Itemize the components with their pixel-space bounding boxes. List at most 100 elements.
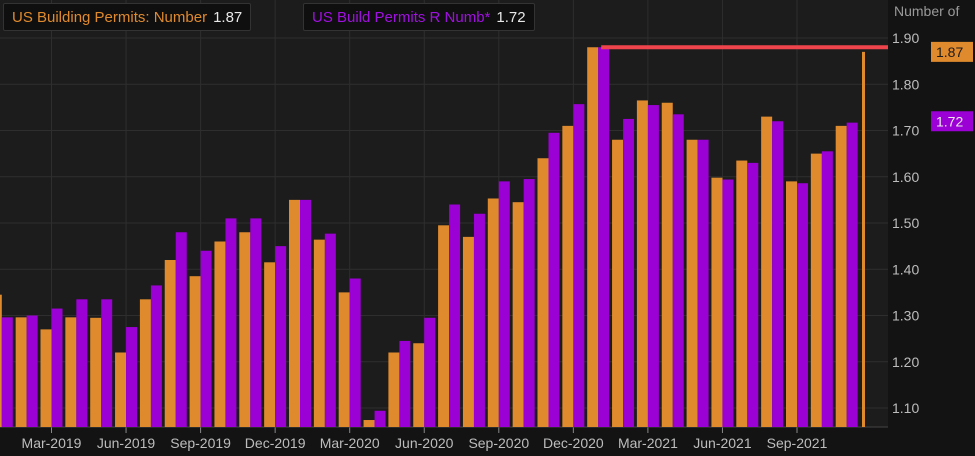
bar-building-permits [388, 352, 400, 427]
bar-building-permits [338, 292, 350, 427]
bar-building-permits [512, 202, 524, 427]
x-tick-label: Jun-2020 [395, 435, 454, 451]
bar-building-permits [313, 239, 325, 427]
bar-build-permits-r [821, 151, 833, 427]
bar-building-permits [0, 294, 2, 427]
y-tick-label: 1.80 [892, 76, 919, 92]
x-tick-label: Dec-2019 [245, 435, 306, 451]
y-tick-label: 1.60 [892, 169, 919, 185]
bar-build-permits-r [498, 181, 510, 427]
bar-build-permits-r [51, 308, 63, 427]
bar-building-permits [711, 177, 723, 427]
bar-build-permits-r [374, 410, 386, 427]
y-axis-panel [888, 0, 975, 456]
bar-build-permits-r [26, 315, 38, 427]
x-axis-panel [0, 427, 888, 456]
legend-item-building-permits[interactable]: US Building Permits: Number 1.87 [3, 3, 252, 31]
bar-build-permits-r [573, 104, 585, 427]
bar-building-permits [264, 262, 276, 427]
last-value-tag [931, 111, 973, 132]
bar-building-permits [587, 47, 599, 427]
x-tick-label: Mar-2021 [618, 435, 678, 451]
bar-build-permits-r [200, 250, 212, 427]
x-tick-label: Mar-2020 [320, 435, 380, 451]
bar-build-permits-r [324, 233, 336, 427]
bar-building-permits [239, 232, 251, 427]
bar-building-permits [537, 158, 549, 427]
last-value-tag-text: 1.72 [936, 113, 963, 129]
legend-value: 1.87 [213, 8, 243, 26]
bar-build-permits-r [523, 179, 535, 427]
bar-build-permits-r [126, 327, 138, 427]
y-tick-label: 1.70 [892, 123, 919, 139]
x-tick-label: Sep-2019 [170, 435, 231, 451]
bar-build-permits-r [747, 162, 759, 427]
bar-build-permits-r [797, 183, 808, 427]
bar-building-permits [661, 102, 673, 427]
bar-building-permits [413, 343, 425, 427]
x-tick-label: Dec-2020 [543, 435, 604, 451]
bar-build-permits-r [349, 278, 361, 427]
bar-building-permits [115, 352, 127, 427]
bar-build-permits-r [473, 213, 485, 427]
bar-build-permits-r [1, 317, 13, 427]
bar-build-permits-r [250, 218, 262, 427]
bar-build-permits-r [175, 232, 187, 427]
bar-building-permits [139, 299, 151, 427]
bar-build-permits-r [300, 199, 311, 427]
bar-building-permits [862, 51, 865, 427]
bar-building-permits [90, 317, 102, 427]
bar-building-permits [40, 329, 52, 427]
bar-build-permits-r [772, 121, 784, 427]
bar-building-permits [761, 116, 773, 427]
bar-building-permits [15, 317, 27, 427]
x-tick-label: Sep-2020 [468, 435, 529, 451]
bar-building-permits [189, 276, 201, 427]
bar-building-permits [65, 317, 77, 427]
bar-build-permits-r [598, 47, 610, 427]
legend-label: US Build Permits R Numb* [312, 8, 491, 26]
last-value-tag [931, 41, 973, 62]
bar-building-permits [636, 100, 648, 427]
bar-building-permits [289, 199, 300, 427]
bar-build-permits-r [548, 132, 560, 427]
bar-build-permits-r [225, 218, 237, 427]
bar-building-permits [438, 225, 450, 427]
bar-build-permits-r [672, 114, 684, 427]
y-tick-label: 1.40 [892, 261, 919, 277]
bar-building-permits [810, 153, 822, 427]
y-tick-label: 1.20 [892, 354, 919, 370]
x-tick-label: Mar-2019 [22, 435, 82, 451]
bar-building-permits [786, 181, 797, 427]
bar-building-permits [487, 198, 499, 427]
bar-building-permits [462, 236, 474, 427]
bar-build-permits-r [623, 118, 635, 427]
bar-building-permits [562, 125, 574, 427]
y-tick-label: 1.10 [892, 400, 919, 416]
legend-item-build-permits-r[interactable]: US Build Permits R Numb* 1.72 [303, 3, 535, 31]
bar-build-permits-r [101, 299, 113, 427]
bar-build-permits-r [846, 122, 858, 427]
bar-build-permits-r [76, 299, 88, 427]
legend-value: 1.72 [496, 8, 526, 26]
bar-building-permits [363, 420, 375, 427]
bar-building-permits [835, 125, 847, 427]
bar-build-permits-r [399, 340, 411, 427]
y-tick-label: 1.50 [892, 215, 919, 231]
bar-build-permits-r [449, 204, 461, 427]
y-tick-label: 1.90 [892, 30, 919, 46]
x-tick-label: Sep-2021 [767, 435, 828, 451]
legend-label: US Building Permits: Number [12, 8, 208, 26]
bar-building-permits [214, 241, 226, 427]
x-tick-label: Jun-2021 [693, 435, 752, 451]
y-axis-label: Number of [894, 3, 960, 19]
bar-build-permits-r [275, 246, 287, 427]
bar-building-permits [612, 139, 624, 427]
bar-build-permits-r [722, 179, 734, 427]
x-tick-label: Jun-2019 [97, 435, 156, 451]
bar-build-permits-r [647, 105, 659, 427]
bar-build-permits-r [697, 139, 709, 427]
y-tick-label: 1.30 [892, 308, 919, 324]
bar-building-permits [736, 160, 748, 427]
